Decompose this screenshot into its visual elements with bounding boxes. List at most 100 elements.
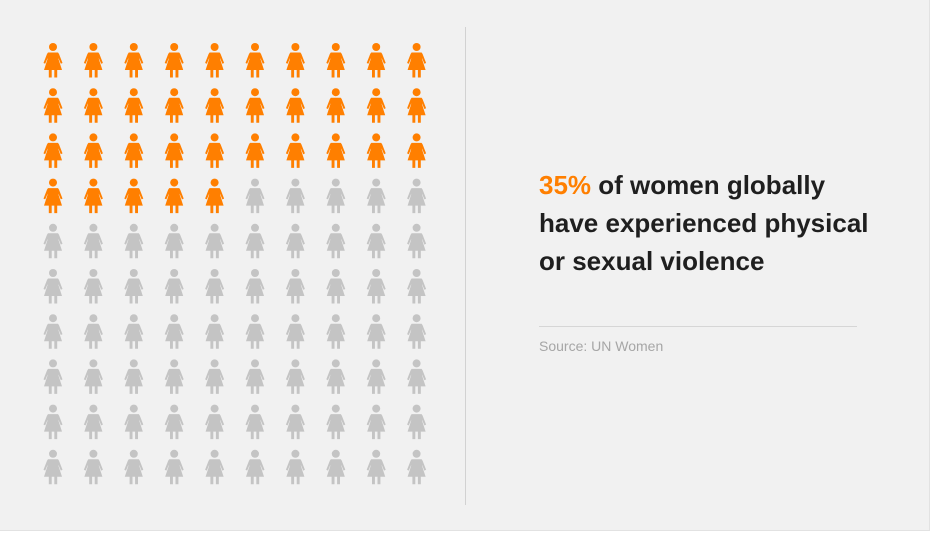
woman-icon-highlighted bbox=[326, 88, 346, 123]
woman-icon bbox=[245, 359, 265, 394]
woman-icon bbox=[205, 269, 225, 304]
woman-icon bbox=[366, 449, 386, 485]
woman-icon bbox=[366, 314, 386, 349]
woman-icon-highlighted bbox=[407, 43, 427, 78]
woman-icon bbox=[83, 314, 103, 349]
woman-icon bbox=[205, 314, 225, 349]
woman-icon bbox=[407, 449, 427, 485]
woman-icon-highlighted bbox=[326, 133, 346, 168]
woman-icon-highlighted bbox=[83, 43, 103, 78]
woman-icon bbox=[245, 178, 265, 214]
woman-icon-highlighted bbox=[245, 88, 265, 123]
woman-icon bbox=[326, 223, 346, 259]
woman-icon-highlighted bbox=[366, 133, 386, 168]
woman-icon-highlighted bbox=[205, 133, 225, 168]
woman-icon bbox=[124, 404, 144, 440]
woman-icon bbox=[407, 359, 427, 394]
woman-icon bbox=[124, 269, 144, 304]
woman-icon bbox=[43, 269, 63, 304]
woman-icon-highlighted bbox=[164, 178, 184, 214]
woman-icon bbox=[366, 269, 386, 304]
woman-icon bbox=[164, 359, 184, 394]
woman-icon bbox=[285, 449, 305, 485]
woman-icon-highlighted bbox=[245, 43, 265, 78]
vertical-divider bbox=[465, 27, 466, 505]
woman-icon-highlighted bbox=[326, 43, 346, 78]
woman-icon bbox=[124, 449, 144, 485]
woman-icon-highlighted bbox=[164, 43, 184, 78]
woman-icon bbox=[407, 269, 427, 304]
woman-icon bbox=[83, 269, 103, 304]
source-note: Source: UN Women bbox=[539, 338, 664, 354]
woman-icon-highlighted bbox=[164, 133, 184, 168]
woman-icon bbox=[43, 223, 63, 259]
woman-icon-highlighted bbox=[124, 43, 144, 78]
woman-icon bbox=[164, 404, 184, 440]
woman-icon bbox=[43, 404, 63, 440]
headline-percent: 35% bbox=[539, 170, 592, 200]
woman-icon bbox=[407, 223, 427, 259]
woman-icon bbox=[407, 178, 427, 214]
woman-icon bbox=[205, 359, 225, 394]
pictograph-svg bbox=[43, 43, 427, 485]
woman-icon-highlighted bbox=[83, 178, 103, 214]
woman-icon bbox=[164, 449, 184, 485]
woman-icon bbox=[164, 269, 184, 304]
woman-icon bbox=[366, 178, 386, 214]
woman-icon bbox=[326, 178, 346, 214]
woman-icon-highlighted bbox=[205, 178, 225, 214]
woman-icon-highlighted bbox=[43, 88, 63, 123]
woman-icon bbox=[83, 223, 103, 259]
woman-icon-highlighted bbox=[43, 178, 63, 214]
woman-icon bbox=[43, 449, 63, 485]
woman-icon bbox=[83, 404, 103, 440]
woman-icon-highlighted bbox=[164, 88, 184, 123]
woman-icon bbox=[285, 223, 305, 259]
woman-icon-highlighted bbox=[205, 88, 225, 123]
woman-icon bbox=[83, 359, 103, 394]
woman-icon-highlighted bbox=[124, 133, 144, 168]
woman-icon bbox=[164, 223, 184, 259]
woman-icon bbox=[285, 178, 305, 214]
woman-icon bbox=[205, 404, 225, 440]
woman-icon bbox=[366, 223, 386, 259]
woman-icon bbox=[245, 449, 265, 485]
woman-icon-highlighted bbox=[124, 178, 144, 214]
woman-icon bbox=[326, 269, 346, 304]
woman-icon-highlighted bbox=[366, 43, 386, 78]
woman-icon bbox=[43, 359, 63, 394]
woman-icon-highlighted bbox=[83, 88, 103, 123]
woman-icon-highlighted bbox=[245, 133, 265, 168]
woman-icon-highlighted bbox=[407, 88, 427, 123]
woman-icon bbox=[245, 404, 265, 440]
woman-icon bbox=[124, 359, 144, 394]
woman-icon-highlighted bbox=[407, 133, 427, 168]
woman-icon bbox=[43, 314, 63, 349]
woman-icon bbox=[245, 223, 265, 259]
woman-icon bbox=[205, 223, 225, 259]
woman-icon bbox=[83, 449, 103, 485]
woman-icon bbox=[205, 449, 225, 485]
horizontal-rule bbox=[539, 326, 857, 327]
woman-icon bbox=[407, 404, 427, 440]
headline: 35% of women globally have experienced p… bbox=[539, 166, 879, 280]
woman-icon-highlighted bbox=[285, 88, 305, 123]
woman-icon-highlighted bbox=[43, 43, 63, 78]
woman-icon-highlighted bbox=[43, 133, 63, 168]
woman-icon bbox=[326, 449, 346, 485]
woman-icon bbox=[326, 359, 346, 394]
woman-icon-highlighted bbox=[285, 43, 305, 78]
woman-icon-highlighted bbox=[285, 133, 305, 168]
woman-icon bbox=[164, 314, 184, 349]
woman-icon bbox=[285, 404, 305, 440]
woman-icon-highlighted bbox=[366, 88, 386, 123]
woman-icon bbox=[366, 359, 386, 394]
woman-icon bbox=[285, 314, 305, 349]
woman-icon bbox=[407, 314, 427, 349]
woman-icon bbox=[285, 359, 305, 394]
woman-icon bbox=[326, 404, 346, 440]
woman-icon-highlighted bbox=[205, 43, 225, 78]
headline-text: of women globally have experienced physi… bbox=[539, 170, 869, 276]
woman-icon bbox=[124, 314, 144, 349]
